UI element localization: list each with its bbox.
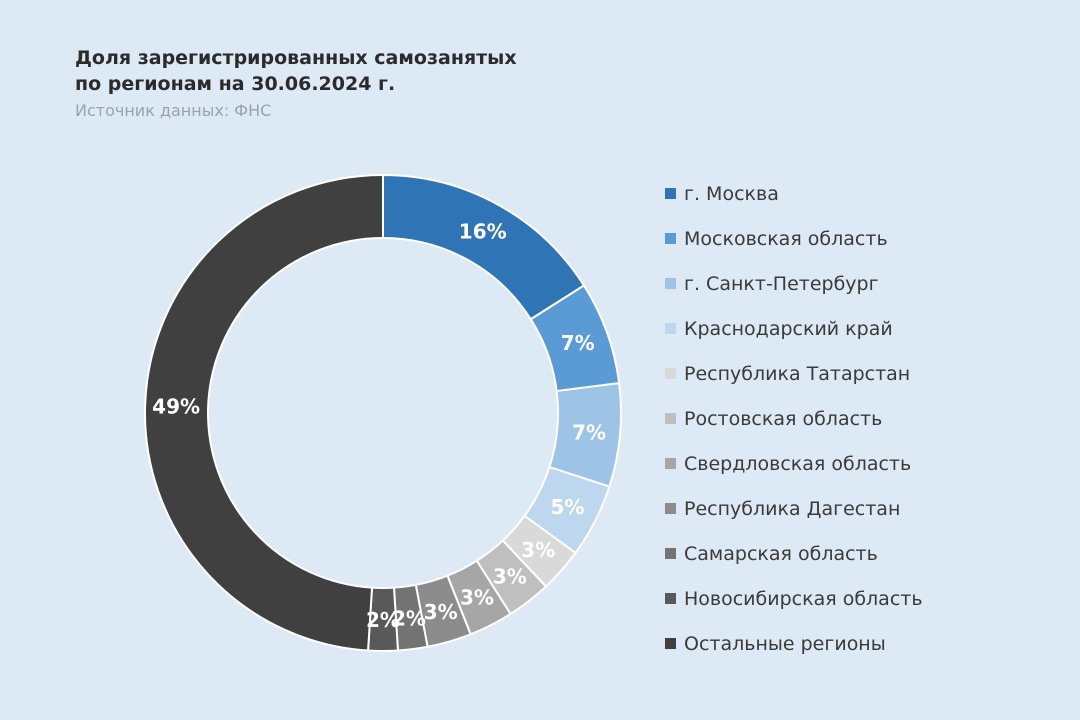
legend-swatch xyxy=(665,278,676,289)
legend-item-3: г. Санкт-Петербург xyxy=(665,261,923,306)
legend-swatch xyxy=(665,548,676,559)
slice-label-3: 7% xyxy=(572,420,606,444)
chart-source: Источник данных: ФНС xyxy=(75,101,272,120)
legend-item-5: Республика Татарстан xyxy=(665,351,923,396)
legend-label: Московская область xyxy=(684,227,888,250)
legend-item-1: г. Москва xyxy=(665,171,923,216)
legend-item-10: Новосибирская область xyxy=(665,576,923,621)
chart-title-line-1: Доля зарегистрированных самозанятых xyxy=(75,47,517,69)
slice-label-7: 3% xyxy=(460,585,494,609)
legend-swatch xyxy=(665,323,676,334)
legend-item-11: Остальные регионы xyxy=(665,621,923,666)
legend-swatch xyxy=(665,458,676,469)
slice-label-2: 7% xyxy=(561,331,595,355)
donut-slice-11 xyxy=(144,173,384,652)
legend-item-7: Свердловская область xyxy=(665,441,923,486)
legend-swatch xyxy=(665,233,676,244)
slice-label-5: 3% xyxy=(521,538,555,562)
legend-swatch xyxy=(665,368,676,379)
slice-label-4: 5% xyxy=(550,495,584,519)
chart-title: Доля зарегистрированных самозанятых по р… xyxy=(75,45,517,97)
legend-label: Свердловская область xyxy=(684,452,912,475)
legend-label: Ростовская область xyxy=(684,407,883,430)
legend-swatch xyxy=(665,593,676,604)
legend-item-4: Краснодарский край xyxy=(665,306,923,351)
legend-label: Остальные регионы xyxy=(684,632,886,655)
legend-label: Республика Татарстан xyxy=(684,362,911,385)
slice-label-8: 3% xyxy=(424,600,458,624)
legend-item-9: Самарская область xyxy=(665,531,923,576)
legend-label: Новосибирская область xyxy=(684,587,923,610)
slice-label-1: 16% xyxy=(459,220,507,244)
slice-label-9: 2% xyxy=(392,606,426,630)
slice-label-6: 3% xyxy=(493,565,527,589)
donut-slice-1 xyxy=(382,173,586,321)
legend-item-2: Московская область xyxy=(665,216,923,261)
legend-swatch xyxy=(665,503,676,514)
chart-title-line-2: по регионам на 30.06.2024 г. xyxy=(75,73,396,95)
legend-label: Республика Дагестан xyxy=(684,497,901,520)
legend-label: Краснодарский край xyxy=(684,317,893,340)
legend-swatch xyxy=(665,638,676,649)
legend-label: г. Санкт-Петербург xyxy=(684,272,879,295)
legend-label: г. Москва xyxy=(684,182,779,205)
chart-legend: г. Москва Московская область г. Санкт-Пете… xyxy=(665,171,923,666)
legend-item-8: Республика Дагестан xyxy=(665,486,923,531)
legend-label: Самарская область xyxy=(684,542,878,565)
legend-swatch xyxy=(665,413,676,424)
legend-swatch xyxy=(665,188,676,199)
legend-item-6: Ростовская область xyxy=(665,396,923,441)
slice-label-11: 49% xyxy=(152,394,200,418)
slice-label-10: 2% xyxy=(366,608,400,632)
